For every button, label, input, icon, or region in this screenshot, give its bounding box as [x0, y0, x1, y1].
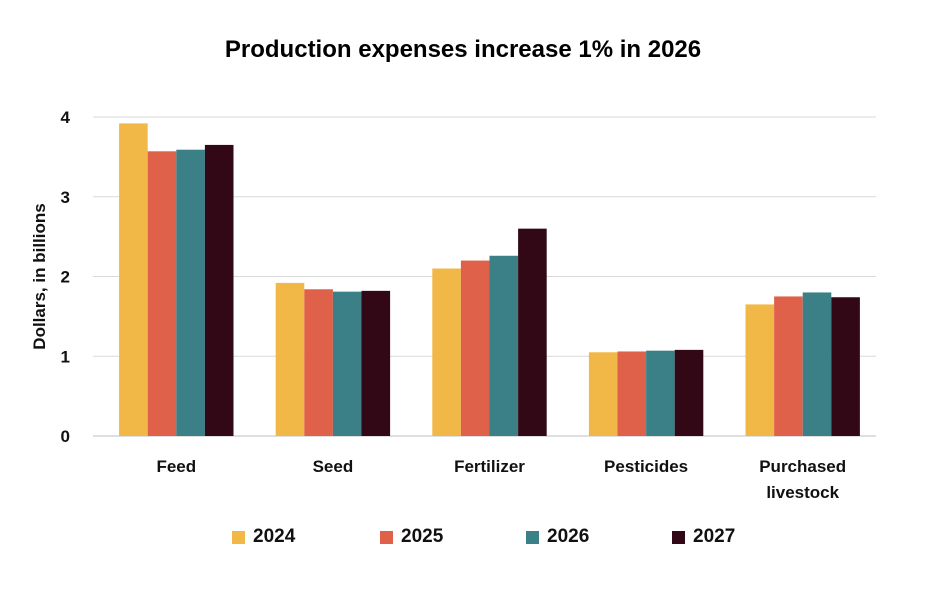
category-label: Seed [313, 457, 354, 476]
bar-2025 [304, 289, 333, 436]
bar-2026 [176, 149, 205, 436]
legend-item: 2026 [526, 526, 589, 548]
category-label: Feed [156, 457, 196, 476]
bar-2027 [518, 228, 547, 436]
bar-2027 [674, 349, 704, 436]
bar-2024 [119, 123, 148, 436]
y-tick-label: 2 [61, 268, 70, 287]
category-label: Purchased [759, 457, 846, 476]
bar-2026 [332, 291, 362, 436]
bar-2026 [802, 292, 832, 436]
bar-2027 [831, 297, 860, 436]
bar-2027 [204, 144, 234, 436]
legend-label: 2024 [253, 526, 296, 547]
legend-label: 2027 [693, 526, 736, 547]
legend-item: 2025 [380, 526, 443, 548]
legend-swatch [380, 530, 393, 544]
legend-label: 2025 [401, 526, 444, 547]
category-label: Fertilizer [454, 457, 525, 476]
y-tick-label: 1 [61, 347, 70, 366]
bar-2026 [489, 255, 519, 436]
legend-swatch [526, 530, 539, 544]
bar-2025 [774, 296, 803, 436]
category-label: Pesticides [604, 457, 688, 476]
legend-swatch [232, 530, 245, 544]
bar-chart: 0 1 2 3 4 Dollars, in billions Feed Seed Fertili… [30, 108, 876, 502]
bar-2025 [460, 260, 490, 436]
legend-label: 2026 [547, 526, 590, 547]
y-tick-label: 0 [61, 427, 70, 446]
category-label: livestock [766, 483, 839, 502]
legend-item: 2027 [672, 526, 735, 548]
bar-2024 [745, 304, 775, 436]
bar-2024 [432, 268, 461, 436]
bar-2025 [147, 151, 177, 437]
bar-2024 [275, 282, 305, 436]
bar-2026 [646, 350, 675, 436]
legend-swatch [672, 530, 685, 544]
y-tick-label: 4 [61, 108, 71, 127]
bar-2024 [588, 352, 618, 436]
legend: 2024 2025 2026 2027 [0, 526, 936, 554]
y-axis-title: Dollars, in billions [30, 203, 49, 349]
bar-2025 [617, 351, 647, 436]
legend-item: 2024 [232, 526, 295, 548]
chart-title: Production expenses increase 1% in 2026 [224, 36, 702, 63]
y-tick-label: 3 [61, 188, 70, 207]
bar-2027 [361, 290, 391, 436]
